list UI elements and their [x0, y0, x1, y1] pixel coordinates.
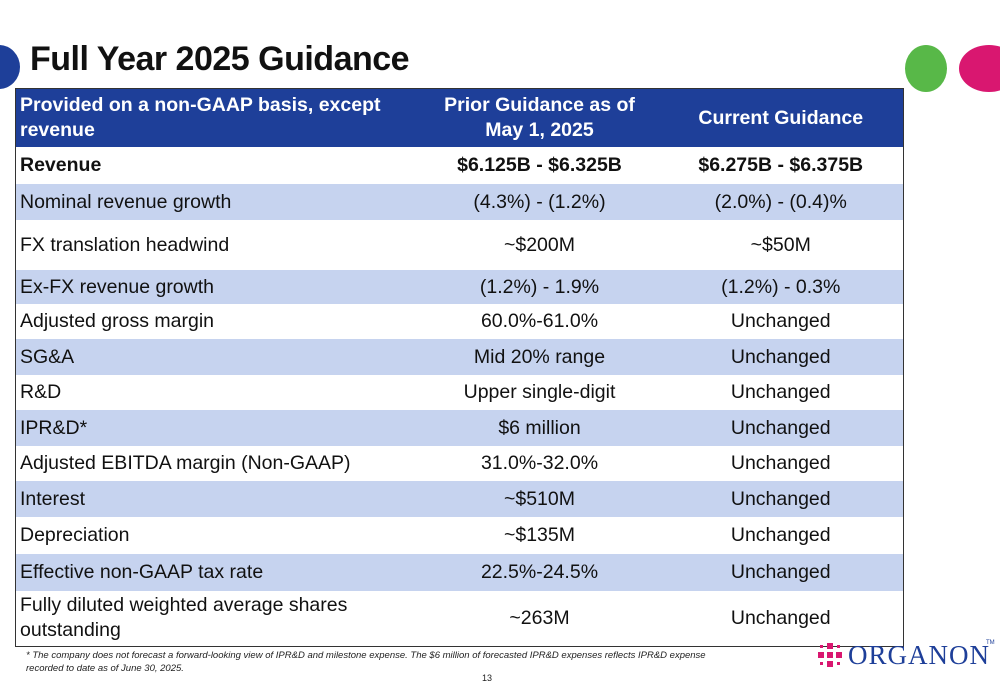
row-prior: ~263M	[509, 606, 570, 629]
page-title: Full Year 2025 Guidance	[30, 40, 410, 78]
row-metric: FX translation headwind	[20, 233, 230, 256]
row-metric: R&D	[20, 381, 62, 403]
row-metric: Nominal revenue growth	[15, 184, 421, 220]
row-metric: SG&A	[15, 339, 421, 375]
row-current: $6.275B - $6.375B	[698, 154, 864, 176]
table-row: Ex-FX revenue growth (1.2%) - 1.9% (1.2%…	[15, 270, 904, 304]
table-row: Interest ~$510M Unchanged	[15, 481, 904, 517]
row-prior: ~$135M	[503, 524, 575, 546]
page-number: 13	[482, 673, 493, 683]
pink-decorative-circle	[959, 45, 1000, 92]
row-metric: Effective non-GAAP tax rate	[15, 554, 421, 591]
organon-mark-icon	[818, 643, 842, 667]
table-row: SG&A Mid 20% range Unchanged	[15, 339, 904, 375]
table-header-row: Provided on a non-GAAP basis, except rev…	[15, 88, 904, 147]
row-current: Unchanged	[658, 410, 904, 446]
row-prior: (1.2%) - 1.9%	[420, 270, 659, 304]
row-prior: 22.5%-24.5%	[420, 554, 659, 591]
row-current: ~$50M	[750, 233, 811, 256]
header-prior-guidance: Prior Guidance as of May 1, 2025	[420, 88, 659, 147]
table-row: IPR&D* $6 million Unchanged	[15, 410, 904, 446]
table-row: Adjusted gross margin 60.0%-61.0% Unchan…	[16, 304, 904, 339]
row-prior: $6.125B - $6.325B	[457, 154, 622, 176]
table-row: Adjusted EBITDA margin (Non-GAAP) 31.0%-…	[16, 446, 904, 481]
logo-wordmark: ORGANON	[848, 640, 990, 670]
row-current: Unchanged	[658, 554, 904, 591]
row-metric: Depreciation	[20, 524, 130, 546]
footnote: * The company does not forecast a forwar…	[26, 650, 706, 674]
blue-decorative-circle	[0, 45, 20, 89]
table-row: Effective non-GAAP tax rate 22.5%-24.5% …	[15, 554, 904, 591]
green-decorative-circle	[905, 45, 947, 92]
row-current: Unchanged	[730, 381, 831, 403]
header-metric: Provided on a non-GAAP basis, except rev…	[15, 88, 421, 147]
table-row: R&D Upper single-digit Unchanged	[16, 375, 904, 410]
row-metric: Adjusted gross margin	[20, 310, 215, 332]
header-current-guidance: Current Guidance	[658, 88, 904, 147]
row-prior: 60.0%-61.0%	[480, 310, 599, 332]
table-row: Fully diluted weighted average shares ou…	[16, 591, 904, 646]
row-current: Unchanged	[730, 452, 831, 474]
row-metric: Adjusted EBITDA margin (Non-GAAP)	[20, 452, 351, 474]
table-row: Depreciation ~$135M Unchanged	[16, 517, 904, 554]
logo-trademark: TM	[986, 640, 995, 646]
row-prior: Upper single-digit	[463, 381, 616, 403]
table-row: Revenue $6.125B - $6.325B $6.275B - $6.3…	[16, 147, 904, 184]
row-prior: Mid 20% range	[420, 339, 659, 375]
row-prior: ~$510M	[420, 481, 659, 517]
row-metric: Ex-FX revenue growth	[15, 270, 421, 304]
row-current: (1.2%) - 0.3%	[658, 270, 904, 304]
row-current: (2.0%) - (0.4)%	[658, 184, 904, 220]
row-current: Unchanged	[730, 310, 831, 332]
row-current: Unchanged	[730, 524, 831, 546]
row-current: Unchanged	[658, 481, 904, 517]
row-current: Unchanged	[658, 339, 904, 375]
row-metric: IPR&D*	[15, 410, 421, 446]
row-metric: Fully diluted weighted average shares ou…	[20, 594, 348, 642]
row-metric: Interest	[15, 481, 421, 517]
row-prior: $6 million	[420, 410, 659, 446]
table-row: Nominal revenue growth (4.3%) - (1.2%) (…	[15, 184, 904, 220]
row-prior: 31.0%-32.0%	[480, 452, 599, 474]
guidance-table: Provided on a non-GAAP basis, except rev…	[15, 88, 904, 647]
row-prior: (4.3%) - (1.2%)	[420, 184, 659, 220]
row-metric: Revenue	[20, 154, 102, 176]
row-prior: ~$200M	[503, 233, 575, 256]
row-current: Unchanged	[730, 606, 831, 629]
table-row: FX translation headwind ~$200M ~$50M	[16, 220, 904, 270]
